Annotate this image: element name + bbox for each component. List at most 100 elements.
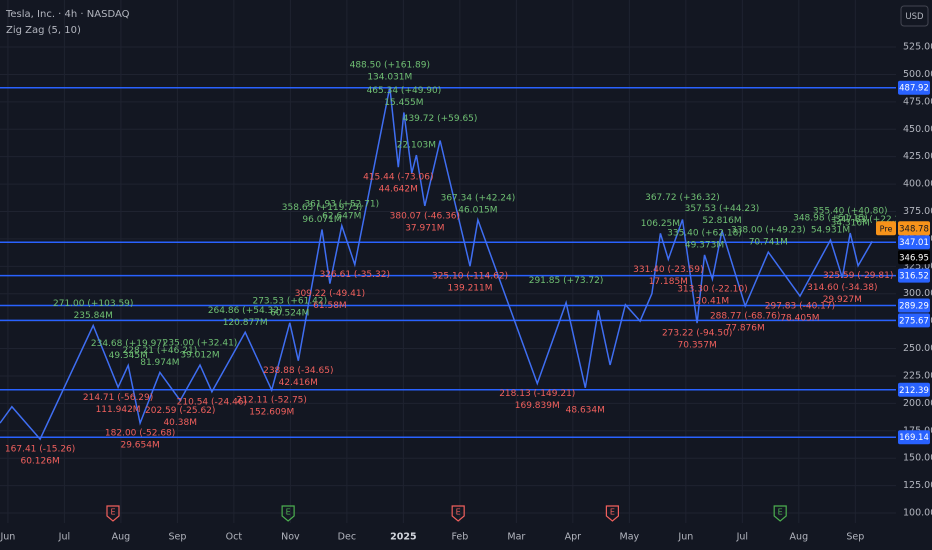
- pivot-volume: 49.345M: [109, 351, 148, 361]
- level-tag-label: 347.01: [899, 238, 929, 248]
- level-tag-label: 212.39: [899, 386, 929, 396]
- symbol: Tesla, Inc. · 4h · NASDAQ: [5, 9, 130, 20]
- pivot-volume: 70.357M: [678, 341, 717, 351]
- x-tick-label: 2025: [390, 532, 416, 543]
- plot: 167.41 (-15.26) 60.126M 271.00 (+103.59) 23…: [0, 61, 910, 522]
- y-tick-label: 375.00: [903, 206, 932, 217]
- pivot-volume: 42.416M: [279, 378, 318, 388]
- pivot-label: 314.60 (-34.38): [807, 283, 877, 293]
- x-tick-label: May: [620, 532, 640, 543]
- x-tick-label: Jun: [0, 532, 15, 543]
- x-tick-label: Apr: [565, 532, 582, 543]
- pivot-volume: 60.524M: [270, 308, 309, 318]
- pivot-label: 335.40 (+62.18): [667, 228, 742, 238]
- pivot-label: 367.72 (+36.32): [645, 193, 720, 203]
- pivot-volume: 46.015M: [458, 205, 497, 215]
- pivot-label: 348.98 (+51.15): [793, 214, 868, 224]
- level-tag: [898, 313, 930, 328]
- y-tick-label: 250.00: [903, 343, 932, 354]
- pivot-volume: 40.38M: [163, 418, 197, 428]
- pivot-label: 355.40 (+40.80): [813, 206, 888, 216]
- level-tag: [898, 382, 930, 397]
- event-marker: [106, 505, 120, 522]
- y-tick-label: 450.00: [903, 124, 932, 135]
- pivot-label: 367.34 (+42.24): [441, 193, 516, 203]
- pivot-volume: 152.609M: [249, 408, 294, 418]
- pivot-label: 297.83 (-40.17): [765, 302, 835, 312]
- y-tick-label: 525.00: [903, 42, 932, 53]
- zigzag-line: [0, 86, 873, 441]
- pivot-volume: 52.816M: [702, 216, 741, 226]
- pivot-label: 234.68 (+19.97): [91, 339, 166, 349]
- y-tick-label: 400.00: [903, 179, 932, 190]
- pivot-volume: 235.84M: [74, 311, 113, 321]
- pivot-volume: 22.103M: [397, 141, 436, 151]
- pivot-volume: 17.185M: [649, 277, 688, 287]
- y-tick-label: 300.00: [903, 288, 932, 299]
- pivot-volume: 48.634M: [566, 405, 605, 415]
- pivot-volume: 81.974M: [140, 358, 179, 368]
- pivot-volume: 106.25M: [641, 219, 680, 229]
- event-marker: [281, 505, 295, 522]
- pivot-volume: 77.876M: [726, 324, 765, 334]
- pivot-volume: 61.58M: [313, 301, 347, 311]
- pivot-label: 291.85 (+73.72): [529, 276, 604, 286]
- pivot-volume: 20.41M: [696, 297, 730, 307]
- currency-button[interactable]: [900, 5, 929, 27]
- event-marker: [605, 505, 619, 522]
- event-label: E: [778, 508, 783, 517]
- x-tick-label: Jul: [736, 532, 748, 543]
- level-tag: [898, 268, 930, 283]
- pivot-label: 338.00 (+49.23): [731, 226, 806, 236]
- y-tick-label: 325.00: [903, 261, 932, 272]
- x-tick-label: Oct: [226, 532, 243, 543]
- pivot-label: 218.13 (-149.21): [499, 389, 575, 399]
- pivot-label: 273.22 (-94.50): [662, 329, 732, 339]
- pivot-volume: 34.316M: [831, 218, 870, 228]
- currency[interactable]: USD: [905, 12, 924, 22]
- pivot-label: 202.59 (-25.62): [145, 406, 215, 416]
- y-tick-label: 500.00: [903, 69, 932, 80]
- pivot-label: 465.34 (+49.90): [367, 86, 442, 96]
- pivot-label: 325.10 (-114.62): [432, 272, 508, 282]
- y-tick-label: 100.00: [903, 508, 932, 519]
- level-tag: [898, 430, 930, 445]
- pivot-label: 210.54 (-24.46): [177, 397, 247, 407]
- pivot-label: 288.77 (-68.76): [710, 312, 780, 322]
- pivot-volume: 78.405M: [780, 314, 819, 324]
- pivot-volume: 15.455M: [384, 98, 423, 108]
- indicator: Zig Zag (5, 10): [6, 25, 81, 36]
- pivot-label: 358.63 (+119.75): [282, 203, 362, 213]
- level-tag-label: 169.14: [899, 433, 929, 443]
- y-tick-label: 425.00: [903, 151, 932, 162]
- pivot-label: 309.22 (-49.41): [295, 289, 365, 299]
- y-tick-label: 125.00: [903, 480, 932, 491]
- pivot-volume: 29.654M: [120, 441, 159, 451]
- y-tick-label: 200.00: [903, 398, 932, 409]
- y-tick-label: 475.00: [903, 96, 932, 107]
- event-marker: [451, 505, 465, 522]
- event-marker: [773, 505, 787, 522]
- event-label: E: [286, 508, 291, 517]
- pivot-volume: 120.877M: [223, 318, 268, 328]
- pivot-volume: 54.931M: [811, 226, 850, 236]
- pivot-label: 273.53 (+61.42): [252, 296, 327, 306]
- last-price-tag: [898, 250, 930, 265]
- level-tag-label: 275.67: [899, 316, 929, 326]
- pivot-volume: 49.373M: [685, 240, 724, 250]
- level-tag: [898, 80, 930, 95]
- x-tick-label: Aug: [112, 532, 131, 543]
- pivot-volume: 134.031M: [367, 73, 412, 83]
- pivot-label: 439.72 (+59.65): [403, 114, 478, 124]
- pivot-label: 212.11 (-52.75): [237, 396, 307, 406]
- pivot-label: 271.00 (+103.59): [53, 299, 133, 309]
- event-label: E: [456, 508, 461, 517]
- pivot-volume: 44.642M: [379, 185, 418, 195]
- pivot-label: 415.44 (-73.06): [363, 173, 433, 183]
- premarket-label: Pre: [880, 224, 893, 233]
- pivot-volume: 62.647M: [322, 211, 361, 221]
- axes: 100.00125.00150.00175.00200.00225.00250.…: [0, 42, 932, 543]
- pivot-volume: 60.126M: [20, 457, 59, 467]
- level-tag-label: 289.29: [899, 301, 929, 311]
